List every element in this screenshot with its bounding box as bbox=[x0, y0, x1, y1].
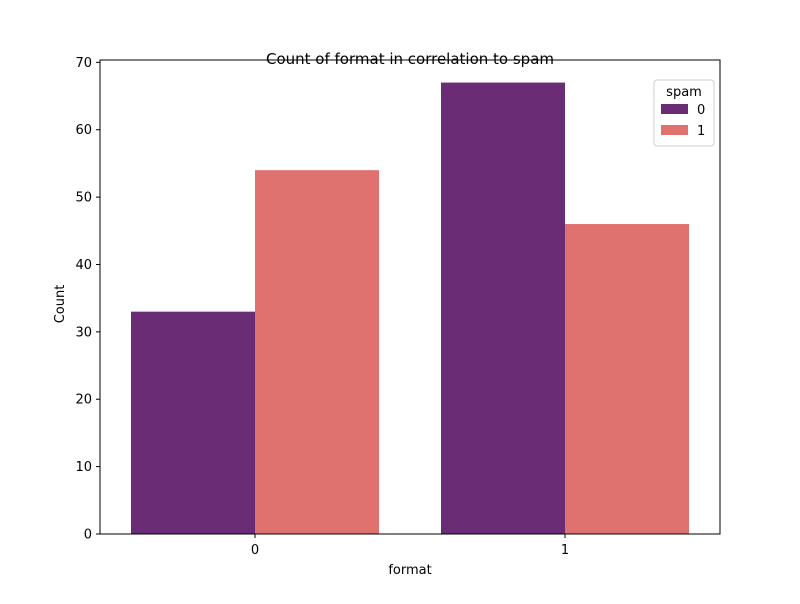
legend-title: spam bbox=[666, 85, 702, 100]
legend-label-1: 1 bbox=[697, 124, 705, 139]
y-tick-label: 60 bbox=[75, 123, 92, 138]
plot-frame bbox=[99, 59, 721, 535]
bar-spam-1-format-1 bbox=[565, 224, 689, 534]
y-tick-label: 50 bbox=[75, 191, 92, 206]
legend-items: 01 bbox=[661, 103, 705, 139]
legend: spam 01 bbox=[653, 79, 715, 147]
bars-group bbox=[131, 82, 689, 535]
y-tick-label: 20 bbox=[75, 393, 92, 408]
y-tick-label: 70 bbox=[75, 56, 92, 71]
legend-swatch-1 bbox=[661, 125, 688, 135]
x-axis-label: format bbox=[388, 563, 431, 578]
x-tick-label: 1 bbox=[561, 543, 569, 558]
x-tick-label: 0 bbox=[251, 543, 259, 558]
y-tick-label: 40 bbox=[75, 258, 92, 273]
y-axis: 0 10 20 30 40 50 60 70 bbox=[75, 56, 100, 543]
y-axis-label: Count bbox=[53, 285, 68, 324]
bar-spam-1-format-0 bbox=[255, 170, 379, 534]
bar-spam-0-format-0 bbox=[131, 311, 255, 534]
legend-swatch-0 bbox=[661, 104, 688, 114]
y-tick-label: 30 bbox=[75, 325, 92, 340]
y-tick-label: 0 bbox=[84, 528, 92, 543]
chart-title: Count of format in correlation to spam bbox=[266, 50, 554, 68]
bar-spam-0-format-1 bbox=[441, 82, 565, 535]
y-tick-label: 10 bbox=[75, 460, 92, 475]
legend-label-0: 0 bbox=[697, 103, 705, 118]
